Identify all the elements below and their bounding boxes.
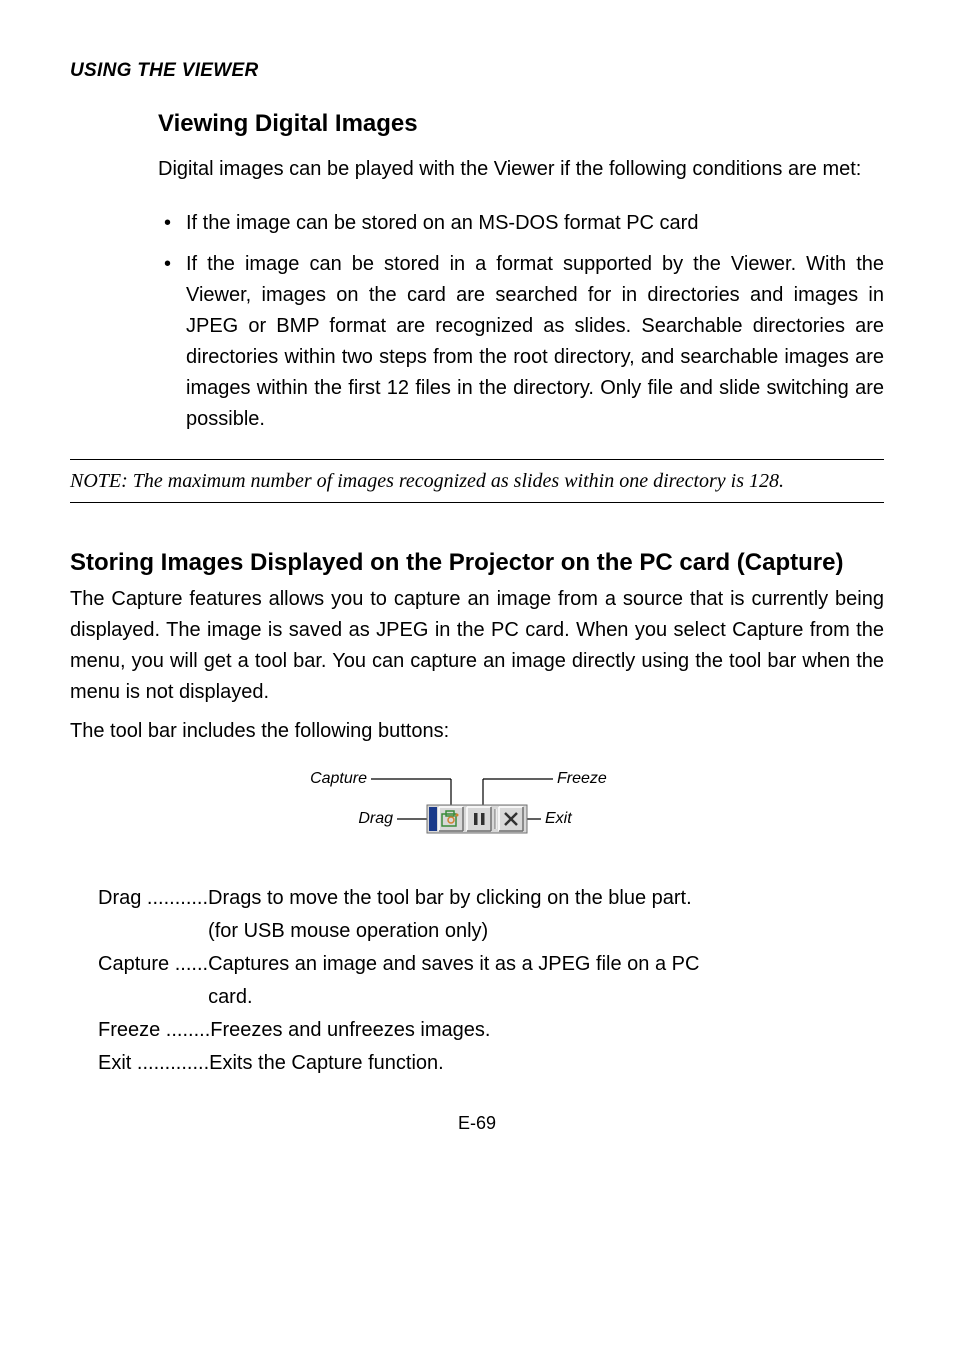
exit-button-icon — [499, 807, 523, 831]
def-desc: Freezes and unfreezes images. — [210, 1015, 884, 1046]
capture-button-icon — [439, 807, 463, 831]
def-desc: Exits the Capture function. — [209, 1048, 884, 1079]
label-exit: Exit — [545, 810, 572, 827]
note-block: NOTE: The maximum number of images recog… — [70, 459, 884, 503]
list-item: If the image can be stored in a format s… — [158, 249, 884, 435]
section1-bullets: If the image can be stored on an MS-DOS … — [158, 208, 884, 435]
def-row: Drag ........... (for USB mouse operatio… — [98, 916, 884, 947]
toolbar-figure: Capture Freeze Drag Exit — [70, 769, 884, 855]
def-desc: (for USB mouse operation only) — [208, 916, 884, 947]
label-capture: Capture — [310, 770, 367, 787]
section1-title: Viewing Digital Images — [158, 110, 884, 138]
label-drag: Drag — [358, 810, 393, 827]
def-term: Drag ........... — [98, 883, 208, 914]
section1-intro: Digital images can be played with the Vi… — [158, 154, 884, 184]
list-item: If the image can be stored on an MS-DOS … — [158, 208, 884, 239]
def-row: Capture ...... card. — [98, 982, 884, 1013]
definitions: Drag ........... Drags to move the tool … — [98, 883, 884, 1079]
def-term: Freeze ........ — [98, 1015, 210, 1046]
toolbar-diagram: Capture Freeze Drag Exit — [297, 769, 657, 855]
page-number: E-69 — [70, 1113, 884, 1134]
freeze-button-icon — [467, 807, 491, 831]
section2-para1: The Capture features allows you to captu… — [70, 584, 884, 708]
section2-para2: The tool bar includes the following butt… — [70, 716, 884, 747]
def-desc: Captures an image and saves it as a JPEG… — [208, 949, 884, 980]
capture-toolbar — [427, 805, 527, 833]
def-row: Drag ........... Drags to move the tool … — [98, 883, 884, 914]
def-term: Capture ...... — [98, 949, 208, 980]
def-desc: Drags to move the tool bar by clicking o… — [208, 883, 884, 914]
def-row: Freeze ........ Freezes and unfreezes im… — [98, 1015, 884, 1046]
drag-handle-icon — [429, 807, 437, 831]
def-row: Exit ............. Exits the Capture fun… — [98, 1048, 884, 1079]
section2-title: Storing Images Displayed on the Projecto… — [70, 547, 884, 578]
label-freeze: Freeze — [557, 770, 607, 787]
def-term: Exit ............. — [98, 1048, 209, 1079]
def-desc: card. — [208, 982, 884, 1013]
def-row: Capture ...... Captures an image and sav… — [98, 949, 884, 980]
running-head: USING THE VIEWER — [70, 60, 884, 82]
